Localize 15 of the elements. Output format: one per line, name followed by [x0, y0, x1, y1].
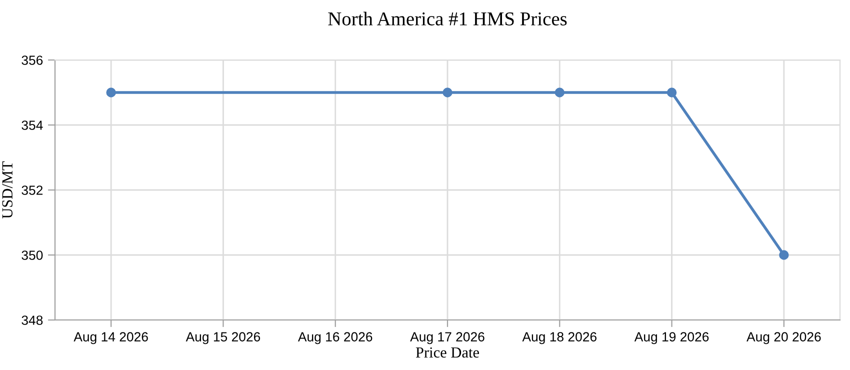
x-tick-label: Aug 18 2026 [522, 332, 596, 344]
chart-title: North America #1 HMS Prices [328, 12, 567, 26]
x-tick-label: Aug 19 2026 [634, 332, 709, 344]
x-tick-label: Aug 16 2026 [298, 332, 372, 344]
x-axis-title: Price Date [416, 347, 479, 358]
x-tick-label: Aug 14 2026 [74, 332, 148, 344]
y-tick-label: 356 [22, 56, 43, 65]
y-axis-title: USD/MT [2, 161, 13, 219]
y-tick-label: 350 [22, 250, 43, 260]
x-tick-label: Aug 15 2026 [186, 332, 260, 344]
y-tick-label: 354 [22, 120, 43, 130]
y-tick-label: 352 [22, 186, 43, 195]
y-tick-label: 348 [22, 316, 43, 325]
x-tick-label: Aug 20 2026 [746, 332, 821, 344]
x-tick-label: Aug 17 2026 [410, 332, 484, 344]
